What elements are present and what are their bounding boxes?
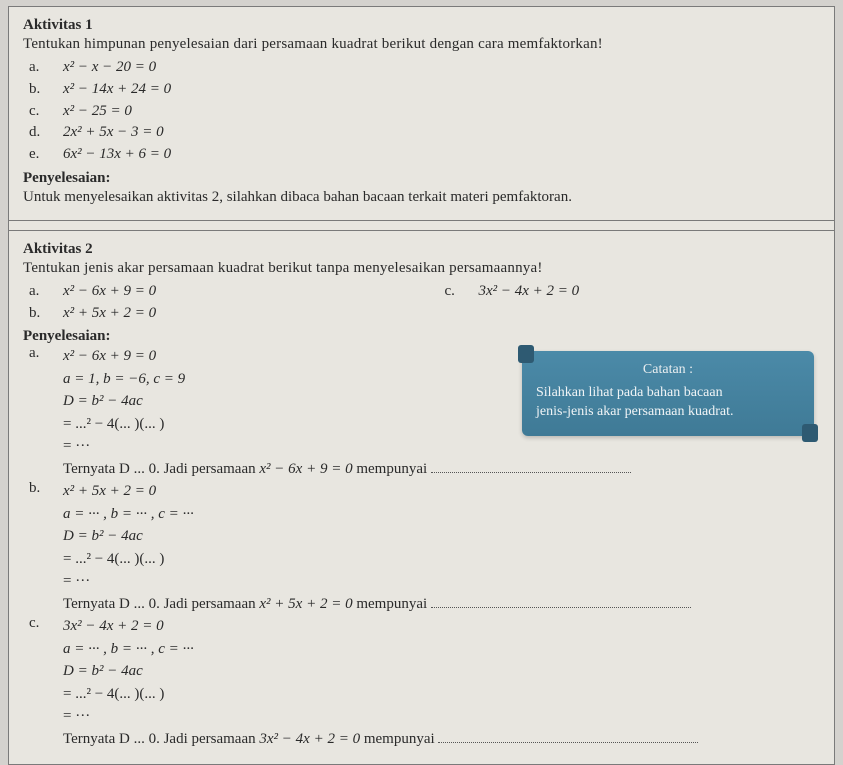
solution-line: 3x² − 4x + 2 = 0	[63, 615, 820, 638]
list-item: b. x² − 14x + 24 = 0	[29, 79, 820, 101]
item-equation: 3x² − 4x + 2 = 0	[479, 281, 580, 303]
list-item: c. 3x² − 4x + 2 = 0	[445, 281, 821, 303]
item-equation: x² − 6x + 9 = 0	[63, 281, 156, 303]
text: mempunyai	[353, 461, 431, 477]
solution-line: = ···	[63, 705, 820, 728]
text: mempunyai	[353, 596, 431, 612]
solution-label: b.	[29, 480, 47, 615]
solution-b: b. x² + 5x + 2 = 0 a = ··· , b = ··· , c…	[29, 480, 820, 615]
solution-c: c. 3x² − 4x + 2 = 0 a = ··· , b = ··· , …	[29, 615, 820, 750]
list-item: a. x² − x − 20 = 0	[29, 57, 820, 79]
blank-line	[431, 459, 631, 473]
solution-label: c.	[29, 615, 47, 750]
list-item: b. x² + 5x + 2 = 0	[29, 303, 820, 325]
item-label: a.	[29, 57, 47, 79]
activity-2: Aktivitas 2 Tentukan jenis akar persamaa…	[8, 230, 835, 765]
item-equation: x² − x − 20 = 0	[63, 57, 156, 79]
list-item: e. 6x² − 13x + 6 = 0	[29, 144, 820, 166]
text: Ternyata D ... 0. Jadi persamaan	[63, 731, 259, 747]
equation: x² − 6x + 9 = 0	[259, 461, 352, 477]
solution-line: a = ··· , b = ··· , c = ···	[63, 503, 820, 526]
item-equation: x² − 14x + 24 = 0	[63, 79, 171, 101]
worksheet-page: Aktivitas 1 Tentukan himpunan penyelesai…	[8, 6, 835, 765]
solution-line: = ...² − 4(... )(... )	[63, 548, 820, 571]
activity-1-note: Untuk menyelesaikan aktivitas 2, silahka…	[23, 189, 820, 206]
item-label: d.	[29, 122, 47, 144]
item-label: b.	[29, 79, 47, 101]
activity-1-subhead: Penyelesaian:	[23, 170, 820, 187]
list-item: c. x² − 25 = 0	[29, 101, 820, 123]
item-label: b.	[29, 303, 47, 325]
callout-line: jenis-jenis akar persamaan kuadrat.	[536, 403, 800, 422]
list-item: a. x² − 6x + 9 = 0	[29, 281, 405, 303]
solution-label: a.	[29, 345, 47, 480]
item-equation: 2x² + 5x − 3 = 0	[63, 122, 164, 144]
item-equation: x² + 5x + 2 = 0	[63, 303, 156, 325]
item-label: c.	[445, 281, 463, 303]
solution-line: D = b² − 4ac	[63, 525, 820, 548]
solution-line: D = b² − 4ac	[63, 660, 820, 683]
activity-1-prompt: Tentukan himpunan penyelesaian dari pers…	[23, 36, 820, 53]
equation: x² + 5x + 2 = 0	[259, 596, 352, 612]
activity-2-title: Aktivitas 2	[23, 241, 820, 258]
item-label: e.	[29, 144, 47, 166]
solution-conclusion: Ternyata D ... 0. Jadi persamaan 3x² − 4…	[63, 728, 820, 751]
solution-conclusion: Ternyata D ... 0. Jadi persamaan x² − 6x…	[63, 458, 820, 481]
activity-1-items: a. x² − x − 20 = 0 b. x² − 14x + 24 = 0 …	[23, 57, 820, 166]
solution-line: x² + 5x + 2 = 0	[63, 480, 820, 503]
callout-line: Silahkan lihat pada bahan bacaan	[536, 384, 800, 403]
item-equation: 6x² − 13x + 6 = 0	[63, 144, 171, 166]
solution-block: Catatan : Silahkan lihat pada bahan baca…	[23, 345, 820, 750]
solution-line: a = ··· , b = ··· , c = ···	[63, 638, 820, 661]
item-equation: x² − 25 = 0	[63, 101, 132, 123]
activity-2-subhead: Penyelesaian:	[23, 328, 820, 345]
equation: 3x² − 4x + 2 = 0	[259, 731, 360, 747]
blank-line	[438, 729, 698, 743]
item-label: a.	[29, 281, 47, 303]
activity-2-prompt: Tentukan jenis akar persamaan kuadrat be…	[23, 260, 820, 277]
solution-line: = ···	[63, 570, 820, 593]
text: Ternyata D ... 0. Jadi persamaan	[63, 596, 259, 612]
note-callout: Catatan : Silahkan lihat pada bahan baca…	[522, 351, 814, 436]
solution-conclusion: Ternyata D ... 0. Jadi persamaan x² + 5x…	[63, 593, 820, 616]
item-label: c.	[29, 101, 47, 123]
activity-1-title: Aktivitas 1	[23, 17, 820, 34]
list-item: d. 2x² + 5x − 3 = 0	[29, 122, 820, 144]
blank-line	[431, 594, 691, 608]
solution-line: = ···	[63, 435, 820, 458]
activity-2-items: a. x² − 6x + 9 = 0 c. 3x² − 4x + 2 = 0 b…	[23, 281, 820, 325]
text: mempunyai	[360, 731, 438, 747]
solution-line: = ...² − 4(... )(... )	[63, 683, 820, 706]
text: Ternyata D ... 0. Jadi persamaan	[63, 461, 259, 477]
callout-title: Catatan :	[536, 361, 800, 380]
activity-1: Aktivitas 1 Tentukan himpunan penyelesai…	[8, 6, 835, 221]
